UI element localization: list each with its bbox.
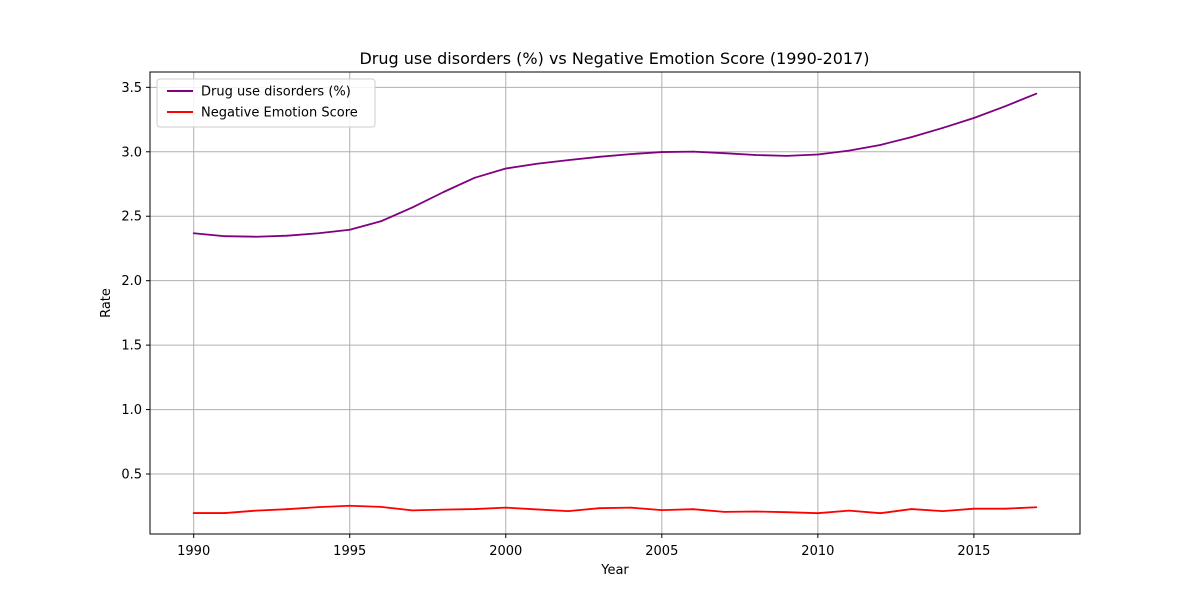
- data-point-negative-emotion-score: [910, 508, 913, 510]
- data-point-drug-use-disorders: [598, 155, 601, 158]
- y-axis-label: Rate: [99, 288, 114, 318]
- data-point-drug-use-disorders: [473, 176, 476, 179]
- data-point-negative-emotion-score: [879, 512, 882, 515]
- data-point-negative-emotion-score: [723, 511, 726, 513]
- data-point-negative-emotion-score: [848, 509, 850, 512]
- data-point-negative-emotion-score: [972, 507, 975, 510]
- data-point-drug-use-disorders: [848, 149, 850, 152]
- data-point-drug-use-disorders: [1004, 105, 1007, 108]
- data-point-negative-emotion-score: [411, 509, 414, 512]
- plot-frame: [149, 71, 1081, 535]
- y-tick-label: 1.0: [121, 403, 142, 418]
- data-point-drug-use-disorders: [754, 154, 757, 156]
- data-point-negative-emotion-score: [629, 506, 632, 509]
- data-point-negative-emotion-score: [692, 508, 694, 511]
- data-point-negative-emotion-score: [567, 510, 570, 513]
- data-point-drug-use-disorders: [442, 191, 445, 194]
- data-point-negative-emotion-score: [192, 512, 195, 514]
- data-point-drug-use-disorders: [723, 152, 726, 155]
- data-point-negative-emotion-score: [536, 508, 538, 511]
- x-axis-label: Year: [600, 563, 629, 578]
- data-point-negative-emotion-score: [1035, 506, 1038, 509]
- data-point-drug-use-disorders: [629, 153, 632, 156]
- y-tick-label: 3.0: [121, 145, 142, 160]
- series-line-drug-use-disorders: [193, 92, 1037, 238]
- data-point-negative-emotion-score: [504, 506, 507, 509]
- series-layer: [192, 92, 1038, 515]
- data-point-drug-use-disorders: [816, 153, 819, 156]
- data-point-drug-use-disorders: [192, 232, 195, 235]
- grid: [150, 72, 1080, 534]
- data-point-drug-use-disorders: [567, 159, 570, 162]
- y-tick-label: 3.5: [121, 81, 142, 96]
- data-point-negative-emotion-score: [598, 507, 601, 510]
- y-axis: 0.5 1.0 1.5 2.0 2.5 3.0 3.5: [121, 81, 150, 483]
- legend: Drug use disorders (%) Negative Emotion …: [156, 78, 376, 128]
- y-tick-label: 0.5: [121, 468, 142, 483]
- x-axis: 1990 1995 2000 2005 2010 2015: [177, 534, 990, 559]
- data-point-drug-use-disorders: [504, 167, 507, 170]
- x-tick-label: 2015: [957, 544, 990, 559]
- legend-label-drug-use: Drug use disorders (%): [201, 85, 351, 100]
- data-point-negative-emotion-score: [473, 508, 476, 510]
- data-point-negative-emotion-score: [1004, 507, 1007, 510]
- data-point-drug-use-disorders: [411, 206, 414, 209]
- y-tick-label: 2.0: [121, 274, 142, 289]
- data-point-drug-use-disorders: [941, 127, 944, 129]
- x-tick-label: 1990: [177, 544, 210, 559]
- data-point-negative-emotion-score: [785, 511, 788, 514]
- legend-box: [156, 78, 376, 128]
- y-tick-label: 1.5: [121, 339, 142, 354]
- data-point-negative-emotion-score: [223, 512, 226, 514]
- data-point-drug-use-disorders: [255, 235, 258, 238]
- data-point-drug-use-disorders: [348, 228, 351, 231]
- data-point-drug-use-disorders: [317, 232, 320, 235]
- data-point-drug-use-disorders: [785, 155, 788, 157]
- legend-label-negative-emotion: Negative Emotion Score: [201, 106, 358, 121]
- data-point-negative-emotion-score: [255, 509, 258, 512]
- data-point-negative-emotion-score: [754, 510, 757, 513]
- series-line-negative-emotion-score: [193, 504, 1037, 515]
- data-point-negative-emotion-score: [442, 508, 445, 511]
- x-tick-label: 2010: [801, 544, 834, 559]
- x-tick-label: 2000: [489, 544, 522, 559]
- data-point-drug-use-disorders: [972, 117, 975, 119]
- data-point-drug-use-disorders: [286, 234, 289, 237]
- data-point-drug-use-disorders: [1035, 92, 1038, 95]
- data-point-negative-emotion-score: [317, 506, 320, 509]
- x-tick-label: 1995: [333, 544, 366, 559]
- data-point-drug-use-disorders: [692, 150, 694, 153]
- data-point-negative-emotion-score: [380, 505, 382, 508]
- data-point-drug-use-disorders: [910, 136, 913, 138]
- data-point-negative-emotion-score: [660, 509, 663, 512]
- chart-title: Drug use disorders (%) vs Negative Emoti…: [359, 49, 869, 68]
- data-point-drug-use-disorders: [879, 144, 882, 146]
- data-point-drug-use-disorders: [660, 151, 663, 153]
- data-point-negative-emotion-score: [816, 512, 819, 515]
- data-point-drug-use-disorders: [380, 220, 382, 223]
- y-tick-label: 2.5: [121, 210, 142, 225]
- data-point-negative-emotion-score: [348, 504, 351, 507]
- data-point-drug-use-disorders: [536, 162, 538, 165]
- data-point-drug-use-disorders: [223, 235, 226, 238]
- x-tick-label: 2005: [645, 544, 678, 559]
- data-point-negative-emotion-score: [286, 508, 289, 511]
- data-point-negative-emotion-score: [941, 510, 944, 513]
